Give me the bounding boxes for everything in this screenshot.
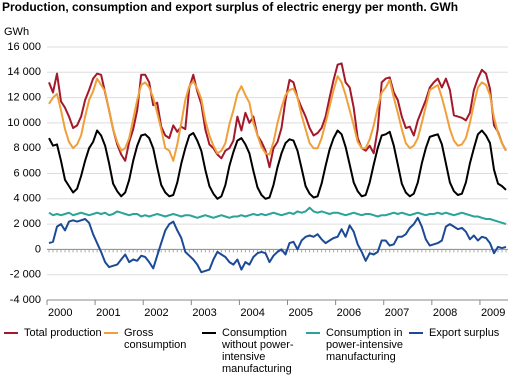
- x-tick-label: 2000: [48, 307, 72, 319]
- y-tick-label: 2 000: [13, 218, 41, 230]
- y-tick-label: 8 000: [13, 142, 41, 154]
- legend-swatch: [409, 332, 423, 334]
- legend-label: Total production: [24, 327, 102, 339]
- x-tick-label: 2006: [337, 307, 361, 319]
- y-axis-label: GWh: [4, 26, 29, 38]
- legend-label: Consumption in power-intensive manufactu…: [326, 327, 404, 363]
- series-line: [48, 75, 507, 162]
- legend-label: Consumption without power-intensive manu…: [222, 327, 294, 375]
- y-tick-label: 10 000: [7, 117, 41, 129]
- x-tick-label: 2007: [385, 307, 409, 319]
- x-tick-label: 2004: [240, 307, 264, 319]
- y-tick-label: 4 000: [13, 193, 41, 205]
- series-line: [48, 129, 507, 200]
- x-tick-label: 2001: [96, 307, 120, 319]
- y-tick-label: -4 000: [10, 294, 41, 306]
- series-line: [48, 62, 507, 169]
- x-tick-label: 2008: [433, 307, 457, 319]
- legend-swatch: [202, 332, 216, 334]
- x-tick-label: 2005: [289, 307, 313, 319]
- y-tick-label: 12 000: [7, 92, 41, 104]
- y-tick-label: -2 000: [10, 269, 41, 281]
- series-line: [48, 216, 507, 274]
- y-tick-label: 14 000: [7, 66, 41, 78]
- y-tick-label: 0: [35, 243, 41, 255]
- y-tick-label: 16 000: [7, 41, 41, 53]
- x-tick-label: 2009: [481, 307, 505, 319]
- y-tick-label: 6 000: [13, 167, 41, 179]
- legend-label: Gross consumption: [124, 327, 187, 351]
- series-line: [48, 206, 507, 226]
- x-tick-label: 2002: [144, 307, 168, 319]
- legend-swatch: [104, 332, 118, 334]
- legend-label: Export surplus: [429, 327, 500, 339]
- x-tick-label: 2003: [192, 307, 216, 319]
- chart-title: Production, consumption and export surpl…: [2, 0, 458, 14]
- legend-swatch: [306, 332, 320, 334]
- legend-swatch: [4, 332, 18, 334]
- chart: Production, consumption and export surpl…: [2, 0, 508, 319]
